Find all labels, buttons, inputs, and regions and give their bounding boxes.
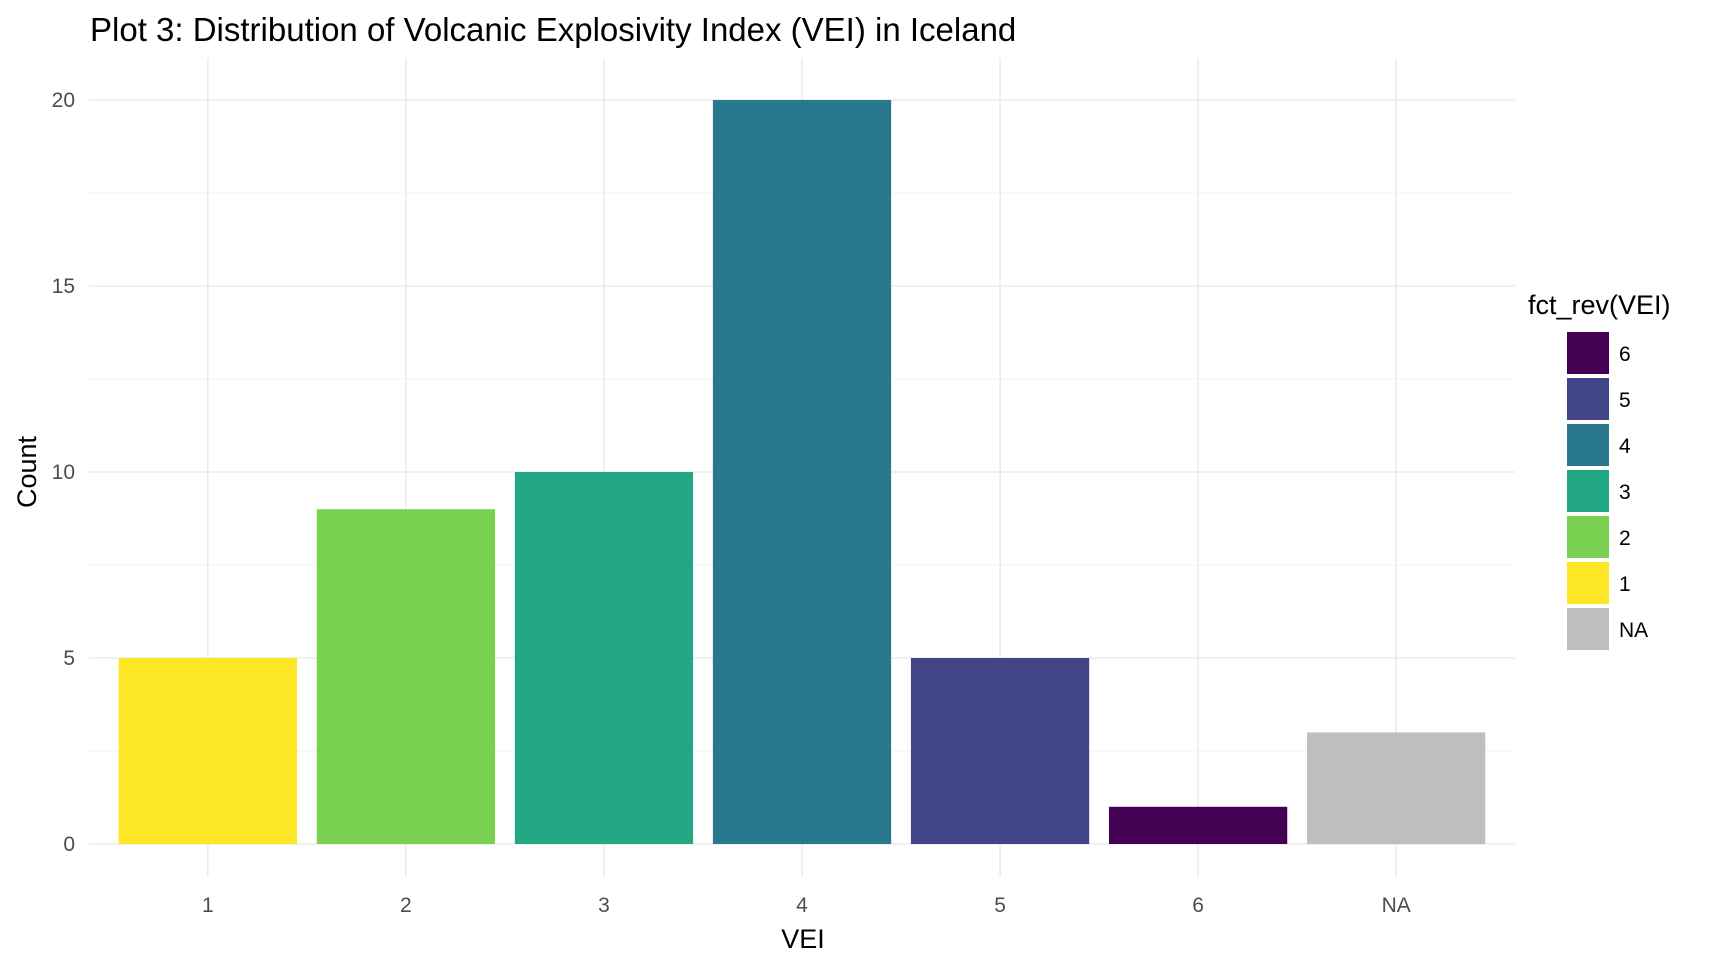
x-axis-title: VEI — [781, 924, 825, 954]
x-tick-label: 3 — [598, 894, 610, 917]
legend-key — [1567, 516, 1609, 558]
legend-label: 1 — [1619, 573, 1631, 596]
y-tick-label: 5 — [63, 647, 75, 670]
x-tick-label: 5 — [994, 894, 1006, 917]
x-axis-ticks: 1 2 3 4 5 6 NA — [202, 894, 1411, 917]
bar — [1108, 806, 1288, 844]
legend-key — [1567, 562, 1609, 604]
y-tick-label: 0 — [63, 833, 75, 856]
bars — [118, 100, 1486, 844]
bar — [712, 100, 892, 844]
y-tick-label: 20 — [52, 89, 75, 112]
legend-key — [1567, 378, 1609, 420]
x-tick-label: 2 — [400, 894, 412, 917]
bar — [910, 658, 1090, 844]
chart-title: Plot 3: Distribution of Volcanic Explosi… — [90, 11, 1016, 48]
legend-key — [1567, 470, 1609, 512]
legend-key — [1567, 332, 1609, 374]
y-tick-label: 15 — [52, 275, 75, 298]
x-tick-label: 6 — [1192, 894, 1204, 917]
legend-title: fct_rev(VEI) — [1528, 290, 1671, 320]
bar — [316, 509, 496, 844]
y-axis-title: Count — [12, 435, 42, 508]
legend-label: 3 — [1619, 481, 1631, 504]
bar — [118, 658, 297, 844]
x-tick-label: 4 — [796, 894, 808, 917]
x-tick-label: 1 — [202, 894, 214, 917]
legend-label: 2 — [1619, 527, 1631, 550]
bar — [1307, 732, 1486, 844]
legend-label: 4 — [1619, 435, 1631, 458]
legend-label: 5 — [1619, 389, 1631, 412]
legend-key — [1567, 424, 1609, 466]
legend-key — [1567, 608, 1609, 650]
y-tick-label: 10 — [52, 461, 75, 484]
bar — [514, 472, 694, 844]
x-tick-label: NA — [1382, 894, 1411, 917]
legend-label: NA — [1619, 619, 1648, 642]
legend-label: 6 — [1619, 343, 1631, 366]
y-axis-ticks: 0 5 10 15 20 — [52, 89, 75, 856]
legend: fct_rev(VEI) 6 5 4 3 2 1 NA — [1528, 290, 1671, 650]
